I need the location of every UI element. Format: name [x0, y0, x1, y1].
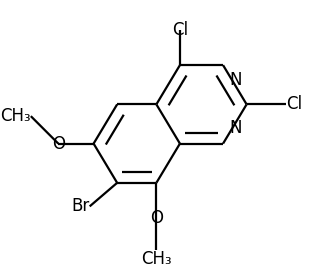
Text: Cl: Cl	[286, 95, 302, 113]
Text: O: O	[52, 135, 65, 153]
Text: N: N	[229, 119, 242, 137]
Text: Br: Br	[71, 197, 90, 215]
Text: CH₃: CH₃	[0, 107, 31, 125]
Text: CH₃: CH₃	[141, 250, 172, 267]
Text: O: O	[150, 209, 163, 227]
Text: Cl: Cl	[172, 21, 188, 39]
Text: N: N	[229, 72, 242, 89]
